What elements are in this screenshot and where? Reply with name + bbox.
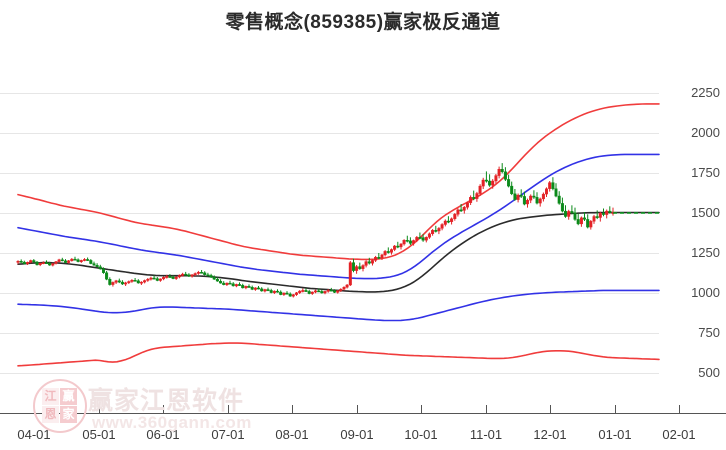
y-tick-2000: 2000: [691, 125, 720, 140]
x-tick-04-01: 04-01: [17, 427, 51, 442]
x-tick-10-01: 10-01: [404, 427, 438, 442]
x-tick-08-01: 08-01: [275, 427, 309, 442]
candlestick-series: [16, 163, 615, 298]
page-title: 零售概念(859385)赢家极反通道: [225, 12, 501, 33]
lower-red-rail: [17, 342, 660, 367]
upper-red-rail: [17, 103, 660, 261]
y-tick-750: 750: [698, 325, 720, 340]
gridlines: [0, 93, 659, 374]
y-tick-1000: 1000: [691, 285, 720, 300]
x-tick-06-01: 06-01: [146, 427, 180, 442]
x-axis: [0, 405, 726, 414]
x-tick-05-01: 05-01: [82, 427, 116, 442]
y-tick-500: 500: [698, 365, 720, 380]
y-tick-1500: 1500: [691, 205, 720, 220]
lower-blue-rail: [17, 289, 660, 322]
y-tick-2250: 2250: [691, 85, 720, 100]
x-tick-01-01: 01-01: [598, 427, 632, 442]
y-tick-1750: 1750: [691, 165, 720, 180]
x-tick-07-01: 07-01: [211, 427, 245, 442]
midline-black: [17, 211, 660, 293]
upper-blue-rail: [17, 153, 660, 280]
x-tick-09-01: 09-01: [340, 427, 374, 442]
x-tick-12-01: 12-01: [533, 427, 567, 442]
x-tick-11-01: 11-01: [469, 427, 503, 442]
x-tick-02-01: 02-01: [662, 427, 696, 442]
y-tick-1250: 1250: [691, 245, 720, 260]
